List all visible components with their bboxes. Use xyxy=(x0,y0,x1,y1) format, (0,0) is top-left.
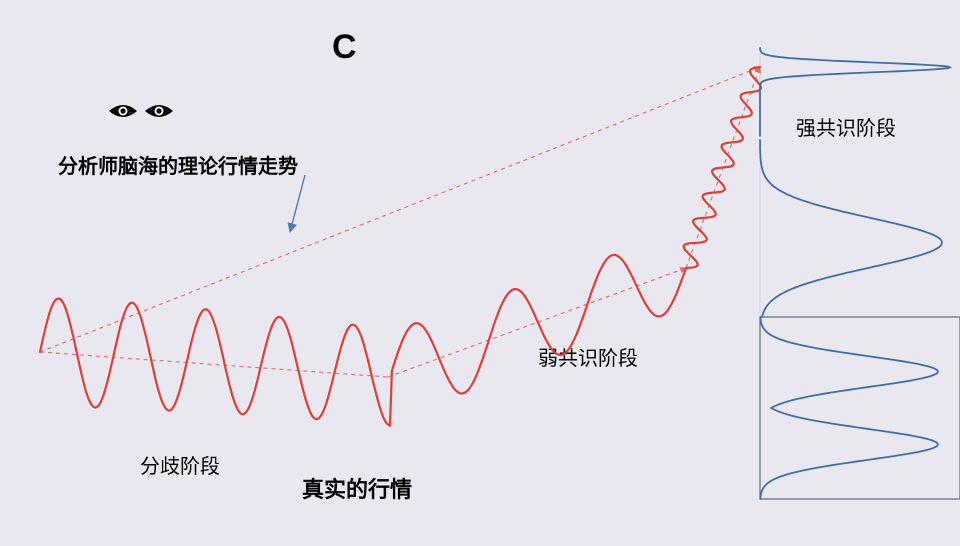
diagram-svg xyxy=(0,0,960,546)
dist-weak-curve xyxy=(760,140,942,317)
dotted-trend-line xyxy=(40,67,760,352)
diagram-canvas: C 分析师脑海的理论行情走势 分歧阶段 真实的行情 弱共识阶段 强共识阶段 xyxy=(0,0,960,546)
dist-divergence-curve xyxy=(760,317,938,499)
price-wave-path xyxy=(40,67,761,426)
dist-divergence-box xyxy=(760,317,960,499)
dist-strong-curve xyxy=(760,48,950,136)
